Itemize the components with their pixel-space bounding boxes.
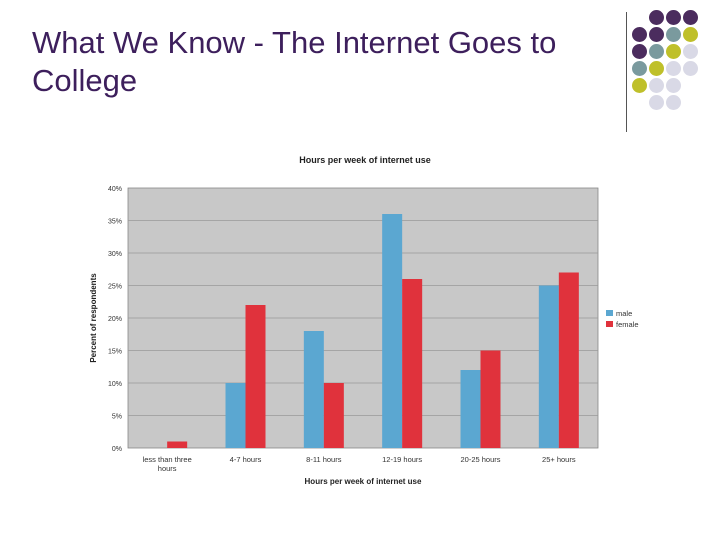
- decorative-dot: [632, 61, 647, 76]
- bars: [167, 214, 579, 448]
- decorative-dot: [632, 27, 647, 42]
- decorative-dot: [666, 10, 681, 25]
- decorative-dot: [632, 78, 647, 93]
- bar-female: [323, 383, 344, 448]
- decorative-dot: [632, 44, 647, 59]
- title-divider: [626, 12, 627, 132]
- decorative-dot: [666, 44, 681, 59]
- decorative-dot: [683, 27, 698, 42]
- gridlines: [128, 220, 598, 416]
- x-tick-label: 20-25 hours: [460, 455, 500, 464]
- bar-female: [167, 441, 188, 448]
- y-tick-label: 0%: [112, 446, 122, 453]
- x-tick-label: 25+ hours: [542, 455, 576, 464]
- bar-male: [303, 331, 324, 448]
- y-tick-label: 20%: [108, 316, 122, 323]
- decorative-dot: [666, 61, 681, 76]
- legend: male female: [606, 309, 639, 329]
- bar-male: [225, 383, 246, 448]
- y-tick-label: 15%: [108, 349, 122, 356]
- x-tick-label: less than three: [143, 455, 192, 464]
- legend-swatch: [606, 310, 613, 316]
- x-tick-label: 4-7 hours: [230, 455, 262, 464]
- bar-female: [245, 305, 266, 448]
- decorative-dot: [683, 61, 698, 76]
- y-tick-label: 25%: [108, 284, 122, 291]
- x-tick-label: 8-11 hours: [306, 455, 342, 464]
- y-tick-label: 40%: [108, 186, 122, 193]
- decorative-dot: [683, 10, 698, 25]
- y-tick-labels: 0% 5% 10% 15% 20% 25% 30% 35% 40%: [108, 186, 122, 453]
- bar-male: [460, 370, 481, 448]
- decorative-dot: [666, 95, 681, 110]
- decorative-dot-grid: [632, 10, 718, 120]
- y-tick-label: 30%: [108, 251, 122, 258]
- decorative-dot: [649, 95, 664, 110]
- legend-swatch: [606, 321, 613, 327]
- chart-title: Hours per week of internet use: [299, 155, 431, 165]
- decorative-dot: [666, 78, 681, 93]
- legend-label: male: [616, 309, 632, 318]
- y-tick-label: 10%: [108, 381, 122, 388]
- decorative-dot: [683, 44, 698, 59]
- y-axis-label: Percent of respondents: [89, 273, 98, 363]
- bar-male: [538, 285, 559, 448]
- bar-female: [558, 272, 579, 448]
- decorative-dot: [649, 10, 664, 25]
- y-tick-label: 35%: [108, 219, 122, 226]
- decorative-dot: [649, 44, 664, 59]
- decorative-dot: [666, 27, 681, 42]
- legend-label: female: [616, 320, 639, 329]
- x-axis-label: Hours per week of internet use: [305, 477, 422, 486]
- decorative-dot: [649, 78, 664, 93]
- bar-male: [382, 214, 403, 448]
- decorative-dot: [649, 27, 664, 42]
- decorative-dot: [649, 61, 664, 76]
- bar-female: [402, 279, 423, 448]
- x-tick-label: hours: [158, 464, 177, 473]
- x-tick-label: 12-19 hours: [382, 455, 422, 464]
- bar-female: [480, 350, 501, 448]
- slide-title: What We Know - The Internet Goes to Coll…: [32, 25, 557, 98]
- y-tick-label: 5%: [112, 414, 122, 421]
